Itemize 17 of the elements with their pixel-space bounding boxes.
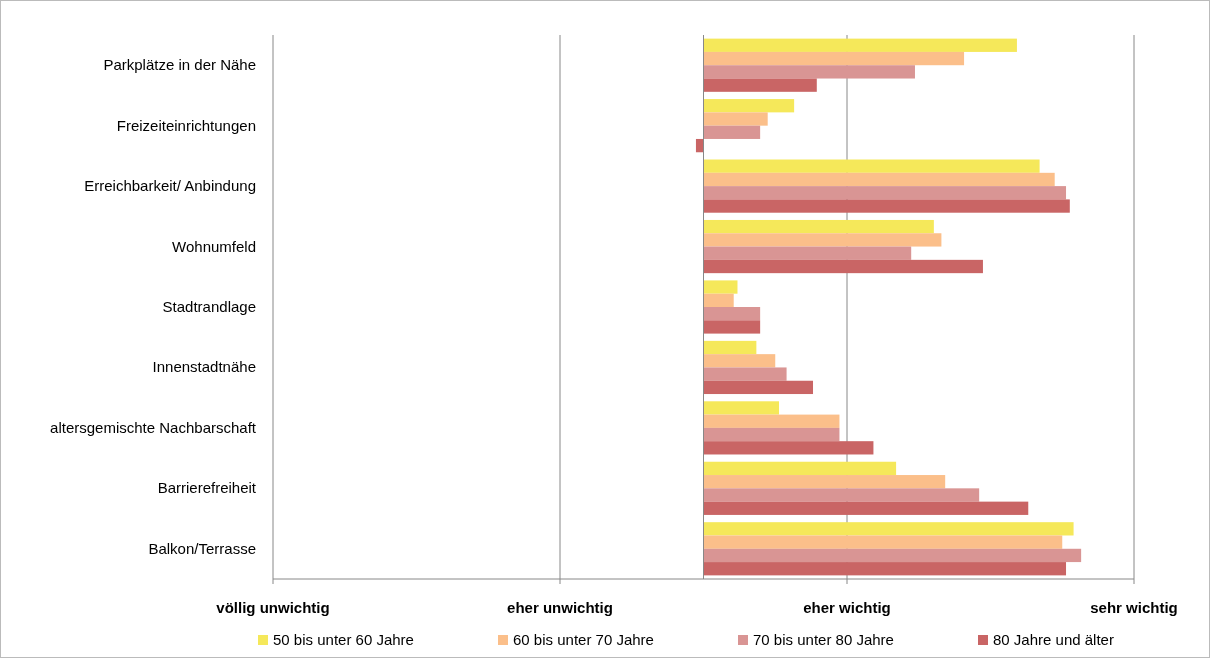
legend-label: 70 bis unter 80 Jahre [753,631,894,648]
ref-line-label: völlig unwichtig [216,599,330,616]
ref-line-label: eher unwichtig [507,599,613,616]
y-tick-label: Balkon/Terrasse [148,539,256,557]
y-tick-label: Innenstadtnähe [152,358,256,376]
y-tick-label: Barrierefreiheit [157,479,257,497]
y-tick-label: altersgemischte Nachbarschaft [50,418,257,436]
legend-label: 50 bis unter 60 Jahre [273,631,414,648]
ref-line-label: sehr wichtig [1090,599,1178,616]
y-tick-label: Stadtrandlage [162,298,256,315]
y-tick-label: Freizeiteinrichtungen [116,116,256,134]
y-tick-label: Erreichbarkeit/ Anbindung [84,177,256,195]
y-tick-label: Wohnumfeld [172,237,256,255]
legend-label: 80 Jahre und älter [993,631,1114,648]
ref-line-label: eher wichtig [803,599,891,616]
y-tick-label: Parkplätze in der Nähe [103,56,256,74]
legend-label: 60 bis unter 70 Jahre [513,631,654,648]
